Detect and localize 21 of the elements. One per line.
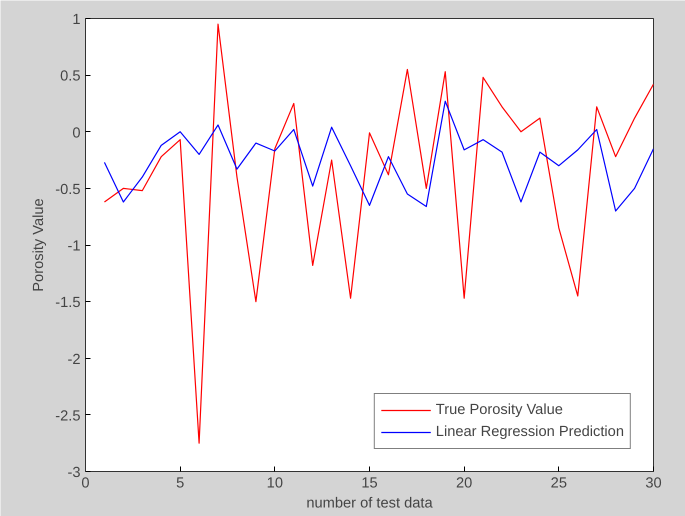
y-tick-label: -2: [67, 352, 81, 368]
y-tick-label: -1: [67, 238, 81, 254]
y-axis-title: Porosity Value: [31, 198, 48, 292]
x-tick-label: 30: [645, 476, 662, 492]
line-series: [104, 100, 654, 212]
x-axis-title: number of test data: [306, 496, 434, 512]
y-tick-label: -3: [67, 465, 81, 481]
x-tick-label: 20: [456, 476, 472, 492]
y-tick-label: -2.5: [55, 408, 81, 424]
legend-label: True Porosity Value: [436, 402, 563, 418]
x-tick-label: 10: [266, 476, 283, 492]
y-tick-label: 0.5: [60, 68, 80, 85]
x-tick-label: 25: [550, 476, 567, 492]
x-tick-label: 15: [361, 476, 378, 492]
x-tick-label: 5: [176, 476, 184, 492]
y-tick-label: 1: [72, 12, 81, 28]
legend-label: Linear Regression Prediction: [436, 424, 624, 440]
y-tick-label: -1.5: [55, 295, 81, 312]
y-tick-label: 0: [72, 125, 81, 142]
line-series: [104, 24, 654, 444]
y-tick-label: -0.5: [55, 182, 81, 198]
